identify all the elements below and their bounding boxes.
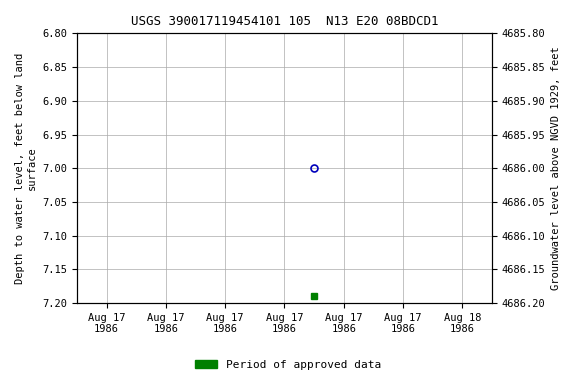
Y-axis label: Groundwater level above NGVD 1929, feet: Groundwater level above NGVD 1929, feet [551, 46, 561, 290]
Title: USGS 390017119454101 105  N13 E20 08BDCD1: USGS 390017119454101 105 N13 E20 08BDCD1 [131, 15, 438, 28]
Legend: Period of approved data: Period of approved data [191, 356, 385, 375]
Y-axis label: Depth to water level, feet below land
surface: Depth to water level, feet below land su… [15, 53, 37, 284]
